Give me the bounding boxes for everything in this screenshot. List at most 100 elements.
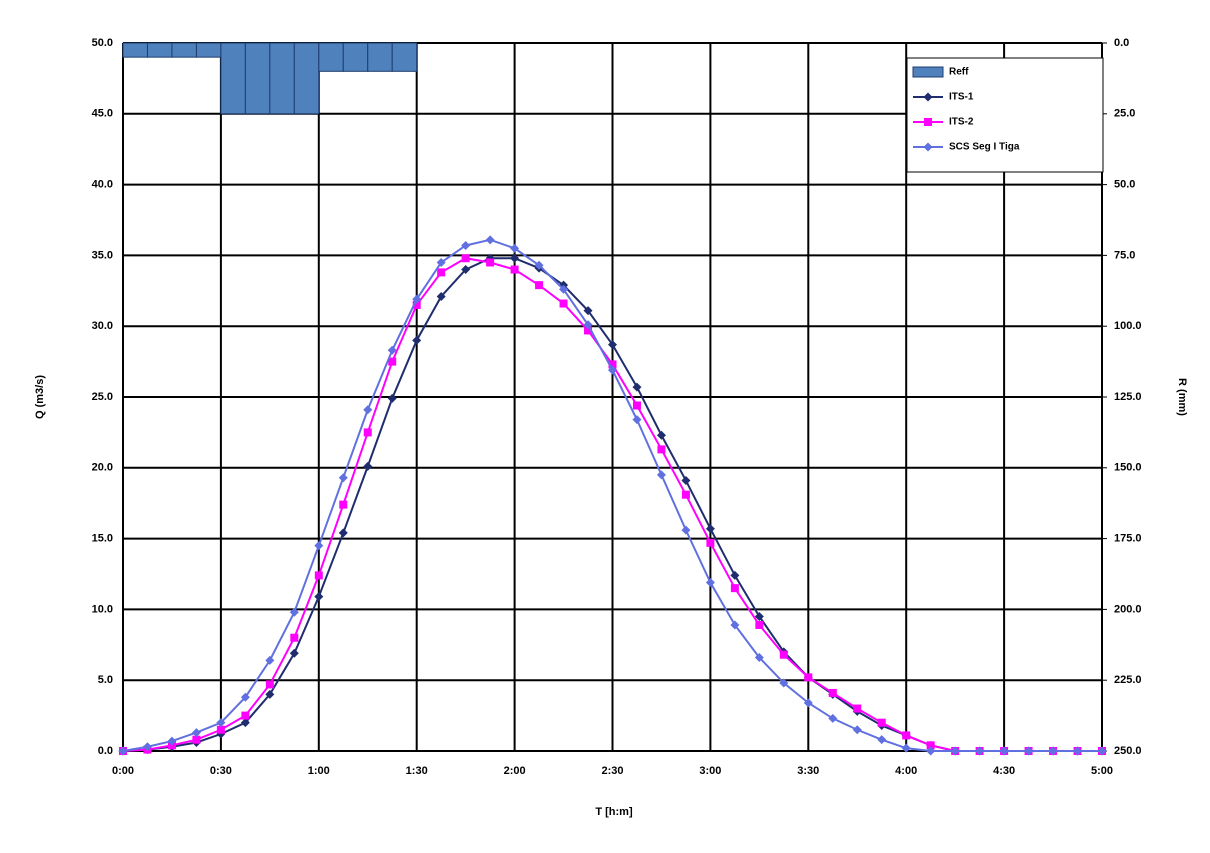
legend-label: ITS-1 (949, 92, 974, 103)
marker (265, 655, 275, 665)
marker (754, 653, 764, 663)
y2-tick-label: 225.0 (1114, 674, 1142, 686)
marker (804, 673, 813, 682)
y-tick-label: 35.0 (92, 249, 113, 261)
marker (388, 357, 397, 366)
bar (391, 42, 418, 72)
marker (608, 360, 617, 369)
marker (608, 340, 617, 350)
marker (486, 258, 495, 267)
marker (779, 650, 788, 659)
marker (705, 577, 715, 587)
marker (534, 260, 544, 270)
y2-tick-label: 75.0 (1114, 249, 1135, 261)
marker (779, 678, 789, 688)
marker (167, 736, 177, 746)
bar (342, 42, 369, 72)
marker (437, 268, 446, 277)
legend-label: SCS Seg I Tiga (949, 142, 1020, 153)
y-tick-label: 50.0 (92, 37, 113, 49)
y-tick-label: 5.0 (98, 674, 113, 686)
x-tick-label: 3:00 (699, 765, 721, 777)
bar (195, 42, 222, 58)
marker (681, 490, 690, 499)
marker (510, 253, 520, 263)
marker (216, 725, 225, 734)
marker (632, 382, 642, 392)
marker (314, 571, 323, 580)
marker (363, 405, 373, 415)
marker (363, 428, 372, 437)
marker (412, 300, 421, 309)
marker (559, 299, 568, 308)
marker (192, 735, 201, 744)
marker (314, 541, 324, 551)
marker (853, 704, 862, 713)
y2-tick-label: 175.0 (1114, 533, 1142, 545)
marker (681, 476, 691, 486)
marker (803, 698, 813, 708)
y2-tick-label: 50.0 (1114, 179, 1135, 191)
marker (387, 393, 397, 403)
marker (240, 718, 250, 728)
y-tick-label: 40.0 (92, 179, 113, 191)
y-tick-label: 45.0 (92, 108, 113, 120)
bar (220, 42, 246, 115)
bar (244, 42, 271, 115)
y-tick-label: 25.0 (92, 391, 113, 403)
bar (293, 42, 320, 115)
y2-axis-title: R (mm) (1176, 378, 1188, 416)
marker (852, 725, 862, 735)
marker (656, 430, 666, 440)
marker (926, 741, 935, 750)
marker (461, 240, 471, 250)
y-tick-label: 30.0 (92, 320, 113, 332)
x-tick-label: 0:30 (210, 765, 232, 777)
marker (338, 528, 348, 538)
marker (412, 335, 422, 345)
marker (191, 728, 201, 738)
legend-marker (924, 118, 932, 126)
legend-label: Reff (949, 67, 969, 78)
y-axis-title: Q (m3/s) (34, 375, 46, 419)
marker (755, 620, 764, 629)
marker (289, 607, 299, 617)
x-tick-label: 1:30 (406, 765, 428, 777)
bar (122, 42, 148, 58)
marker (510, 265, 519, 274)
marker (1073, 746, 1083, 756)
bar (146, 42, 173, 58)
marker (436, 257, 446, 267)
marker (436, 291, 446, 301)
marker (657, 445, 666, 454)
marker (461, 265, 471, 275)
y-tick-label: 10.0 (92, 603, 113, 615)
y2-tick-label: 250.0 (1114, 745, 1142, 757)
marker (608, 365, 617, 375)
marker (877, 735, 887, 745)
legend-swatch (912, 66, 944, 78)
x-tick-label: 3:30 (797, 765, 819, 777)
marker (999, 746, 1009, 756)
marker (730, 584, 739, 593)
marker (241, 711, 250, 720)
marker (339, 500, 348, 509)
marker (730, 570, 740, 580)
marker (926, 746, 936, 756)
x-axis-title: T [h:m] (595, 806, 633, 818)
y2-tick-label: 125.0 (1114, 391, 1142, 403)
marker (314, 592, 324, 602)
marker (265, 680, 274, 689)
marker (828, 713, 838, 723)
y2-tick-label: 25.0 (1114, 108, 1135, 120)
bar (171, 42, 197, 58)
y2-tick-label: 200.0 (1114, 603, 1142, 615)
marker (461, 254, 470, 263)
marker (142, 742, 152, 752)
marker (118, 746, 128, 756)
x-tick-label: 0:00 (112, 765, 134, 777)
x-tick-label: 2:30 (601, 765, 623, 777)
marker (485, 235, 495, 245)
marker (583, 306, 593, 316)
